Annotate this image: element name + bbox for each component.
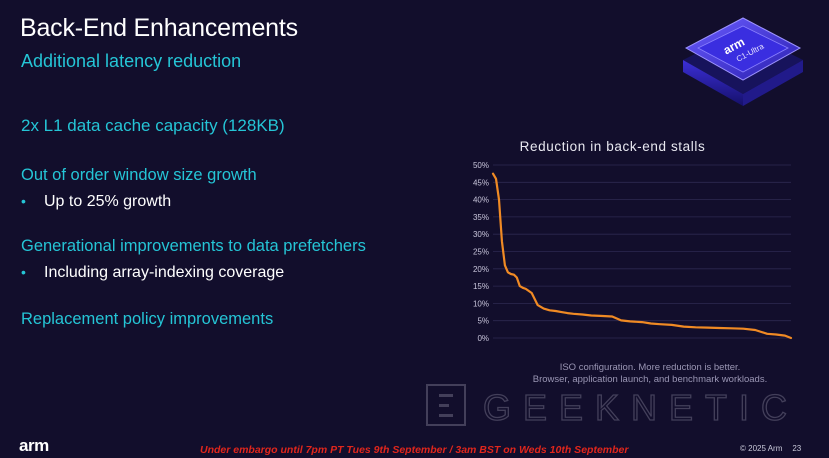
y-tick-label: 30% <box>473 230 489 239</box>
chart-caption-line-2: Browser, application launch, and benchma… <box>532 374 768 385</box>
chart-title-text: Reduction in back-end stalls <box>519 139 706 154</box>
sub-bullet: • Up to 25% growth <box>21 193 257 211</box>
slide-subtitle: Additional latency reduction <box>21 51 242 71</box>
y-tick-label: 40% <box>473 196 489 205</box>
y-tick-label: 15% <box>473 282 489 291</box>
y-tick-label: 20% <box>473 265 489 274</box>
chart-caption-line-1: ISO configuration. More reduction is bet… <box>559 362 741 373</box>
point-heading: Generational improvements to data prefet… <box>21 237 366 255</box>
point-l1-cache: 2x L1 data cache capacity (128KB) <box>21 116 285 136</box>
point-heading: 2x L1 data cache capacity (128KB) <box>21 116 285 135</box>
slide-title: Back-End Enhancements <box>20 14 298 42</box>
series-line-reduction <box>491 172 793 340</box>
sub-bullet: • Including array-indexing coverage <box>21 264 366 282</box>
page-number: 23 <box>792 444 802 453</box>
point-replacement-policy: Replacement policy improvements <box>21 310 273 329</box>
arm-c1-ultra-chip-icon: arm C1-Ultra <box>683 17 803 106</box>
bullet-dot-icon: • <box>21 264 26 280</box>
embargo-notice: Under embargo until 7pm PT Tues 9th Sept… <box>200 444 629 456</box>
point-prefetchers: Generational improvements to data prefet… <box>21 237 366 282</box>
arm-logo: arm <box>19 436 49 455</box>
footer-copyright: © 2025 Arm 23 <box>740 444 801 453</box>
y-tick-label: 45% <box>473 178 489 187</box>
watermark-text: GEEKNETIC <box>483 387 799 428</box>
y-tick-label: 35% <box>473 213 489 222</box>
geeknetic-watermark: GEEKNETIC <box>426 384 799 428</box>
sub-bullet-text: Up to 25% growth <box>44 193 172 210</box>
y-tick-label: 10% <box>473 299 489 308</box>
copyright-text: © 2025 Arm <box>740 444 783 453</box>
chart-title: Reduction in back-end stalls <box>0 139 829 154</box>
point-heading: Replacement policy improvements <box>21 310 274 328</box>
sub-bullet-text: Including array-indexing coverage <box>44 264 285 281</box>
y-tick-label: 0% <box>477 334 489 343</box>
bullet-dot-icon: • <box>21 193 26 209</box>
stall-reduction-chart: 50% 45% 40% 35% 30% 25% 20% 15% 10% 5% 0% <box>473 161 793 343</box>
point-ooo-window: Out of order window size growth • Up to … <box>21 166 257 211</box>
y-tick-label: 5% <box>477 317 489 326</box>
point-heading: Out of order window size growth <box>21 166 257 184</box>
y-tick-label: 50% <box>473 161 489 170</box>
y-tick-label: 25% <box>473 248 489 257</box>
watermark-box <box>426 384 466 426</box>
